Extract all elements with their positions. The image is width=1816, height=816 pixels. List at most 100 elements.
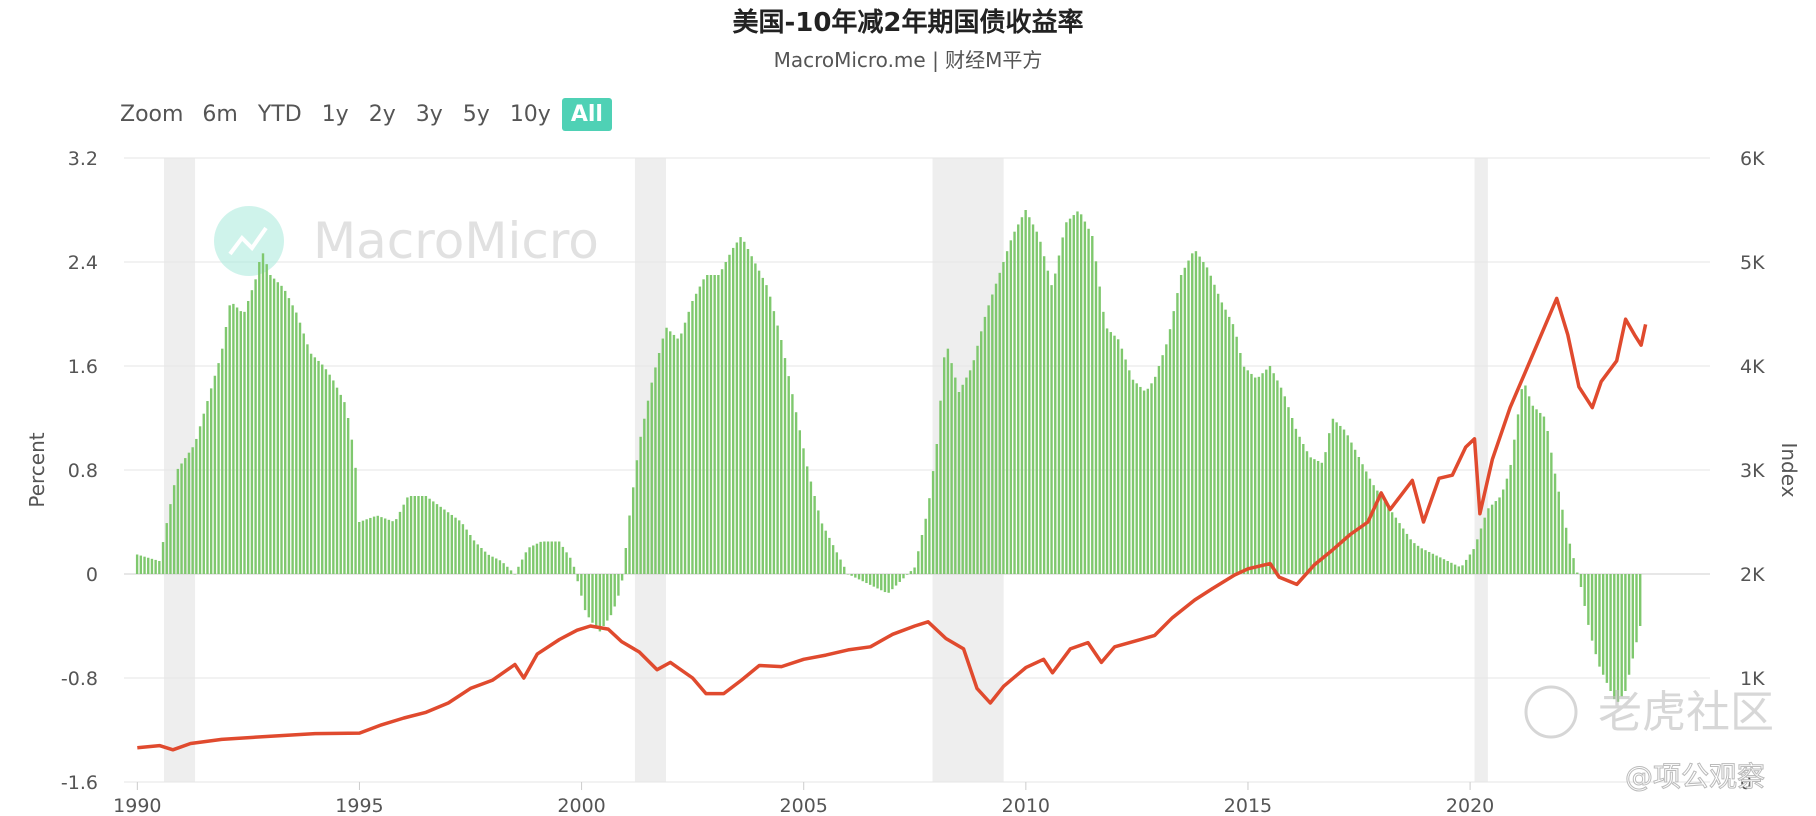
spread-bar bbox=[1024, 210, 1027, 574]
spread-bar bbox=[806, 466, 809, 574]
spread-bar bbox=[147, 557, 150, 574]
spread-bar bbox=[232, 303, 235, 574]
spread-bar bbox=[1246, 370, 1249, 574]
spread-bar bbox=[187, 452, 191, 574]
spread-bar bbox=[791, 394, 794, 574]
spread-bar bbox=[1235, 336, 1238, 574]
spread-bar bbox=[746, 249, 750, 574]
spread-bar bbox=[409, 496, 413, 574]
spread-bar bbox=[650, 382, 653, 574]
spread-bar bbox=[783, 358, 787, 574]
spread-bar bbox=[824, 530, 827, 574]
zoom-all-button[interactable]: All bbox=[561, 98, 612, 131]
spread-bar bbox=[624, 548, 628, 574]
spread-bar bbox=[391, 521, 394, 574]
spread-bar bbox=[1535, 409, 1538, 574]
spread-bar bbox=[1039, 241, 1042, 574]
zoom-ytd-button[interactable]: YTD bbox=[257, 102, 302, 127]
spread-bar bbox=[828, 537, 831, 574]
spread-bar bbox=[487, 554, 491, 574]
spread-bar bbox=[587, 574, 590, 618]
spread-bar bbox=[1427, 551, 1431, 574]
spread-bar bbox=[765, 285, 768, 574]
spread-bar bbox=[1009, 240, 1013, 575]
spread-bar bbox=[1094, 261, 1098, 574]
spread-bar bbox=[1183, 267, 1187, 574]
spread-bar bbox=[1398, 523, 1401, 574]
spread-bar bbox=[1068, 218, 1072, 574]
spread-bar bbox=[639, 436, 642, 574]
spread-bar bbox=[276, 282, 280, 574]
spread-bar bbox=[850, 574, 853, 576]
spread-bar bbox=[572, 566, 576, 574]
spread-bar bbox=[1202, 262, 1205, 574]
spread-bar bbox=[565, 552, 568, 574]
spread-bar bbox=[794, 412, 798, 574]
left-axis-title: Percent bbox=[25, 432, 49, 507]
spread-bar bbox=[1339, 425, 1342, 574]
spread-bar bbox=[569, 557, 572, 574]
spread-bar bbox=[1587, 574, 1590, 625]
spread-bar bbox=[1054, 273, 1057, 574]
spread-bar bbox=[1627, 574, 1631, 675]
spread-bar bbox=[1131, 379, 1135, 574]
spread-bar bbox=[498, 560, 502, 574]
spread-bar bbox=[1490, 504, 1494, 574]
spread-bar bbox=[206, 401, 209, 574]
spread-bar bbox=[1409, 539, 1412, 574]
spread-bar bbox=[472, 540, 476, 574]
spread-bar bbox=[580, 574, 583, 596]
zoom-6m-button[interactable]: 6m bbox=[202, 102, 238, 127]
spread-bar bbox=[221, 348, 224, 574]
spread-bar bbox=[1539, 412, 1542, 574]
spread-bar bbox=[432, 501, 435, 574]
spread-bar bbox=[613, 574, 616, 607]
spread-bar bbox=[1076, 211, 1079, 574]
spread-bar bbox=[1420, 548, 1423, 574]
spread-bar bbox=[876, 574, 879, 589]
spread-bar bbox=[861, 574, 864, 582]
left-tick-label: -0.8 bbox=[61, 668, 98, 690]
spread-bar bbox=[387, 519, 391, 574]
spread-bar bbox=[731, 247, 735, 574]
spread-bar bbox=[1102, 311, 1105, 574]
spread-bar bbox=[287, 298, 291, 574]
zoom-3y-button[interactable]: 3y bbox=[415, 102, 443, 127]
zoom-10y-button[interactable]: 10y bbox=[509, 102, 551, 127]
spread-bar bbox=[413, 496, 416, 574]
spread-bar bbox=[931, 471, 935, 574]
spread-bar bbox=[846, 574, 850, 575]
gridlines bbox=[124, 157, 1710, 783]
spread-bar bbox=[395, 519, 398, 574]
spread-bar bbox=[1394, 517, 1398, 574]
spread-bar bbox=[172, 485, 176, 574]
spread-bar bbox=[1209, 275, 1212, 574]
spread-bar bbox=[135, 554, 139, 574]
x-tick-label: 2015 bbox=[1224, 795, 1272, 816]
spread-bar bbox=[643, 418, 646, 574]
spread-bar bbox=[1553, 473, 1557, 574]
spread-bar bbox=[820, 523, 824, 574]
spread-bar bbox=[617, 574, 620, 596]
zoom-1y-button[interactable]: 1y bbox=[321, 102, 349, 127]
spread-bar bbox=[724, 262, 727, 574]
spread-bar bbox=[1387, 506, 1390, 574]
zoom-2y-button[interactable]: 2y bbox=[368, 102, 396, 127]
spread-bar bbox=[1461, 565, 1464, 574]
spread-bar bbox=[528, 547, 531, 574]
spread-bar bbox=[606, 574, 609, 621]
spread-bar bbox=[1498, 497, 1501, 574]
spread-bar bbox=[1035, 231, 1038, 574]
spread-bar bbox=[302, 333, 305, 574]
spread-bar bbox=[269, 275, 272, 574]
spread-bar bbox=[1476, 539, 1479, 574]
spread-bar bbox=[298, 322, 302, 574]
zoom-5y-button[interactable]: 5y bbox=[462, 102, 490, 127]
spread-bar bbox=[632, 487, 635, 574]
zoom-label: Zoom bbox=[120, 102, 184, 127]
spread-bar bbox=[1179, 275, 1183, 574]
spread-bar bbox=[550, 541, 553, 574]
spread-bar bbox=[335, 387, 339, 574]
spread-bar bbox=[905, 574, 909, 575]
spread-bar bbox=[213, 375, 217, 574]
